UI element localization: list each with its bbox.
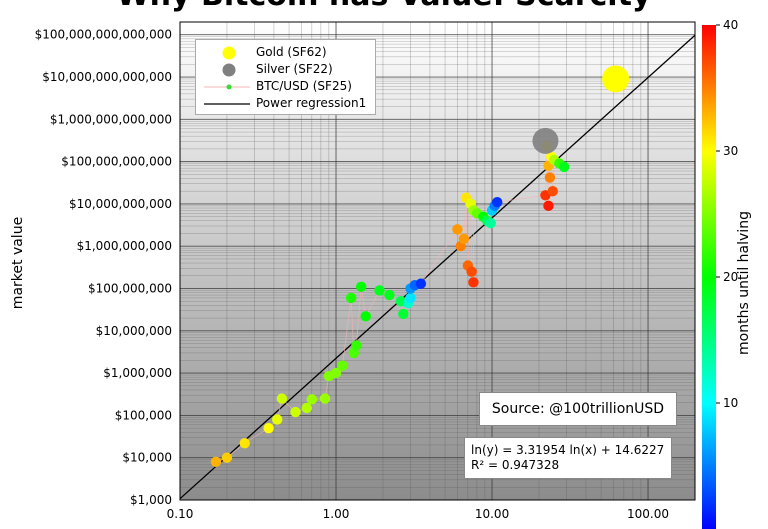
- legend: Gold (SF62) Silver (SF22) BTC/USD (SF25)…: [195, 39, 376, 115]
- colorbar-tick-label: 30: [723, 144, 738, 158]
- btc-data-point: [263, 422, 274, 434]
- gold-marker-icon: [222, 46, 236, 60]
- btc-data-point: [384, 289, 395, 301]
- btc-data-point: [221, 452, 233, 463]
- y-tick-label: $100,000: [115, 408, 172, 422]
- btc-data-point: [330, 367, 342, 379]
- btc-data-point: [405, 292, 416, 304]
- axis-ticks: 0.10 1.00 10.00 100.00 $1,000 $10,000 $100,000…: [35, 28, 669, 521]
- legend-item-gold: Gold (SF62): [196, 44, 376, 62]
- btc-data-point: [306, 394, 318, 405]
- btc-data-point: [452, 224, 463, 235]
- btc-data-point: [543, 200, 554, 212]
- y-tick-label: $100,000,000,000: [61, 155, 172, 169]
- y-tick-label: $1,000,000,000,000: [50, 112, 172, 126]
- regression-equation-box: ln(y) = 3.31954 ln(x) + 14.6227 R² = 0.9…: [464, 437, 672, 479]
- regression-equation: ln(y) = 3.31954 ln(x) + 14.6227: [471, 443, 665, 457]
- btc-data-point: [290, 406, 301, 418]
- legend-label-gold: Gold (SF62): [256, 45, 327, 59]
- btc-data-point: [210, 456, 222, 468]
- btc-data-point: [398, 308, 409, 320]
- r-squared: R² = 0.947328: [471, 458, 560, 472]
- y-axis-label: market value: [10, 216, 27, 310]
- btc-data-point: [301, 402, 313, 414]
- legend-label-btc: BTC/USD (SF25): [256, 79, 352, 93]
- btc-data-point: [355, 281, 367, 292]
- legend-item-regression: Power regression1: [196, 95, 376, 113]
- btc-data-point: [360, 311, 371, 322]
- btc-data-point: [374, 285, 385, 296]
- legend-item-btc: BTC/USD (SF25): [196, 78, 376, 96]
- btc-data-point: [239, 438, 250, 449]
- btc-data-point: [276, 393, 288, 404]
- y-tick-label: $1,000: [130, 493, 172, 507]
- x-tick-label: 0.10: [167, 507, 194, 521]
- legend-label-regression: Power regression1: [256, 96, 367, 110]
- btc-data-point: [544, 172, 556, 183]
- btc-data-point: [492, 196, 503, 208]
- y-tick-label: $10,000,000,000: [69, 197, 172, 211]
- colorbar-ticks: 10 20 30 40: [716, 18, 738, 410]
- colorbar: [702, 25, 716, 529]
- btc-data-point: [547, 185, 558, 197]
- colorbar-tick-label: 20: [723, 270, 738, 284]
- regression-line-icon: [204, 103, 250, 105]
- y-tick-label: $10,000,000,000,000: [42, 70, 172, 84]
- y-tick-label: $1,000,000: [103, 366, 172, 380]
- x-tick-label: 1.00: [323, 507, 350, 521]
- btc-data-point: [558, 161, 570, 173]
- gold-data-point: [602, 65, 630, 93]
- btc-marker-icon: [204, 84, 250, 90]
- btc-data-point: [485, 218, 496, 229]
- x-tick-label: 100.00: [627, 507, 669, 521]
- colorbar-tick-label: 40: [723, 18, 738, 32]
- y-tick-label: $1,000,000,000: [77, 239, 172, 253]
- btc-data-point: [272, 414, 283, 425]
- btc-data-point: [458, 233, 470, 244]
- y-tick-label: $100,000,000: [88, 282, 172, 296]
- plot-frame: [179, 21, 696, 501]
- legend-label-silver: Silver (SF22): [256, 62, 333, 76]
- colorbar-tick-label: 10: [723, 396, 738, 410]
- y-tick-label: $10,000: [122, 451, 172, 465]
- source-annotation: Source: @100trillionUSD: [479, 392, 677, 426]
- btc-data-point: [345, 292, 357, 304]
- y-tick-label: $100,000,000,000,000: [35, 28, 172, 42]
- btc-data-point: [351, 340, 362, 351]
- btc-data-point: [319, 393, 331, 404]
- chart-title: Why Bitcoin has Value: Scarcity: [0, 0, 768, 13]
- silver-marker-icon: [222, 63, 236, 77]
- btc-data-point: [466, 266, 477, 277]
- btc-data-point: [415, 278, 427, 289]
- legend-item-silver: Silver (SF22): [196, 61, 376, 79]
- btc-data-point: [468, 277, 479, 288]
- y-tick-label: $10,000,000: [96, 324, 172, 338]
- silver-data-point: [532, 127, 559, 154]
- regression-line: [180, 34, 695, 500]
- colorbar-label: months until halving: [735, 211, 752, 355]
- btc-data-point: [337, 360, 348, 371]
- data-marks: [180, 34, 695, 500]
- x-tick-label: 10.00: [475, 507, 509, 521]
